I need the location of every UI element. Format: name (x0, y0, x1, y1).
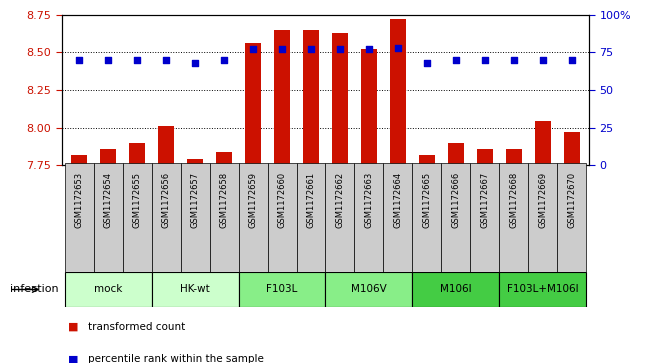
Text: GSM1172665: GSM1172665 (422, 172, 432, 228)
Text: F103L+M106I: F103L+M106I (507, 285, 579, 294)
Bar (413, 272, 499, 307)
Bar (152, 163, 180, 272)
Point (364, 46, 374, 52)
Text: M106V: M106V (351, 285, 387, 294)
Bar (100, 148, 116, 165)
Point (161, 57, 171, 62)
Bar (238, 163, 268, 272)
Point (219, 57, 229, 62)
Bar (477, 148, 493, 165)
Bar (448, 143, 464, 165)
Bar (419, 155, 435, 165)
Bar (361, 49, 377, 165)
Bar (274, 29, 290, 165)
Point (277, 46, 287, 52)
Point (190, 60, 201, 66)
Bar (180, 163, 210, 272)
Point (132, 57, 143, 62)
Bar (129, 143, 145, 165)
Text: percentile rank within the sample: percentile rank within the sample (88, 354, 264, 363)
Bar (557, 163, 587, 272)
Bar (390, 19, 406, 165)
Bar (216, 152, 232, 165)
Text: GSM1172662: GSM1172662 (335, 172, 344, 228)
Text: GSM1172654: GSM1172654 (104, 172, 113, 228)
Bar (122, 163, 152, 272)
Bar (535, 122, 551, 165)
Bar (64, 272, 152, 307)
Point (248, 46, 258, 52)
Bar (332, 33, 348, 165)
Bar (238, 272, 326, 307)
Point (422, 60, 432, 66)
Bar (355, 163, 383, 272)
Point (393, 45, 403, 50)
Text: mock: mock (94, 285, 122, 294)
Bar (383, 163, 413, 272)
Point (538, 57, 548, 62)
Bar (187, 159, 203, 165)
Text: transformed count: transformed count (88, 322, 185, 332)
Point (480, 57, 490, 62)
Bar (296, 163, 326, 272)
Point (306, 46, 316, 52)
Bar (326, 163, 355, 272)
Text: GSM1172660: GSM1172660 (277, 172, 286, 228)
Text: GSM1172664: GSM1172664 (393, 172, 402, 228)
Text: F103L: F103L (266, 285, 298, 294)
Bar (268, 163, 296, 272)
Bar (529, 163, 557, 272)
Point (566, 57, 577, 62)
Bar (94, 163, 122, 272)
Text: ■: ■ (68, 354, 79, 363)
Bar (499, 272, 587, 307)
Text: GSM1172659: GSM1172659 (249, 172, 258, 228)
Point (508, 57, 519, 62)
Text: GSM1172670: GSM1172670 (567, 172, 576, 228)
Text: GSM1172655: GSM1172655 (133, 172, 142, 228)
Bar (441, 163, 471, 272)
Bar (303, 29, 319, 165)
Text: GSM1172656: GSM1172656 (161, 172, 171, 228)
Bar (326, 272, 413, 307)
Bar (413, 163, 441, 272)
Bar (471, 163, 499, 272)
Text: GSM1172661: GSM1172661 (307, 172, 316, 228)
Point (335, 46, 345, 52)
Bar (64, 163, 94, 272)
Bar (499, 163, 529, 272)
Text: GSM1172668: GSM1172668 (509, 172, 518, 228)
Text: ■: ■ (68, 322, 79, 332)
Text: GSM1172666: GSM1172666 (451, 172, 460, 228)
Text: GSM1172658: GSM1172658 (219, 172, 229, 228)
Bar (210, 163, 238, 272)
Text: HK-wt: HK-wt (180, 285, 210, 294)
Text: infection: infection (10, 285, 59, 294)
Point (103, 57, 113, 62)
Text: GSM1172653: GSM1172653 (75, 172, 84, 228)
Bar (506, 148, 522, 165)
Text: GSM1172667: GSM1172667 (480, 172, 490, 228)
Bar (245, 43, 261, 165)
Text: M106I: M106I (440, 285, 472, 294)
Bar (564, 132, 580, 165)
Point (450, 57, 461, 62)
Bar (71, 155, 87, 165)
Point (74, 57, 85, 62)
Text: GSM1172669: GSM1172669 (538, 172, 547, 228)
Text: GSM1172657: GSM1172657 (191, 172, 200, 228)
Bar (158, 126, 174, 165)
Bar (152, 272, 238, 307)
Text: GSM1172663: GSM1172663 (365, 172, 374, 228)
